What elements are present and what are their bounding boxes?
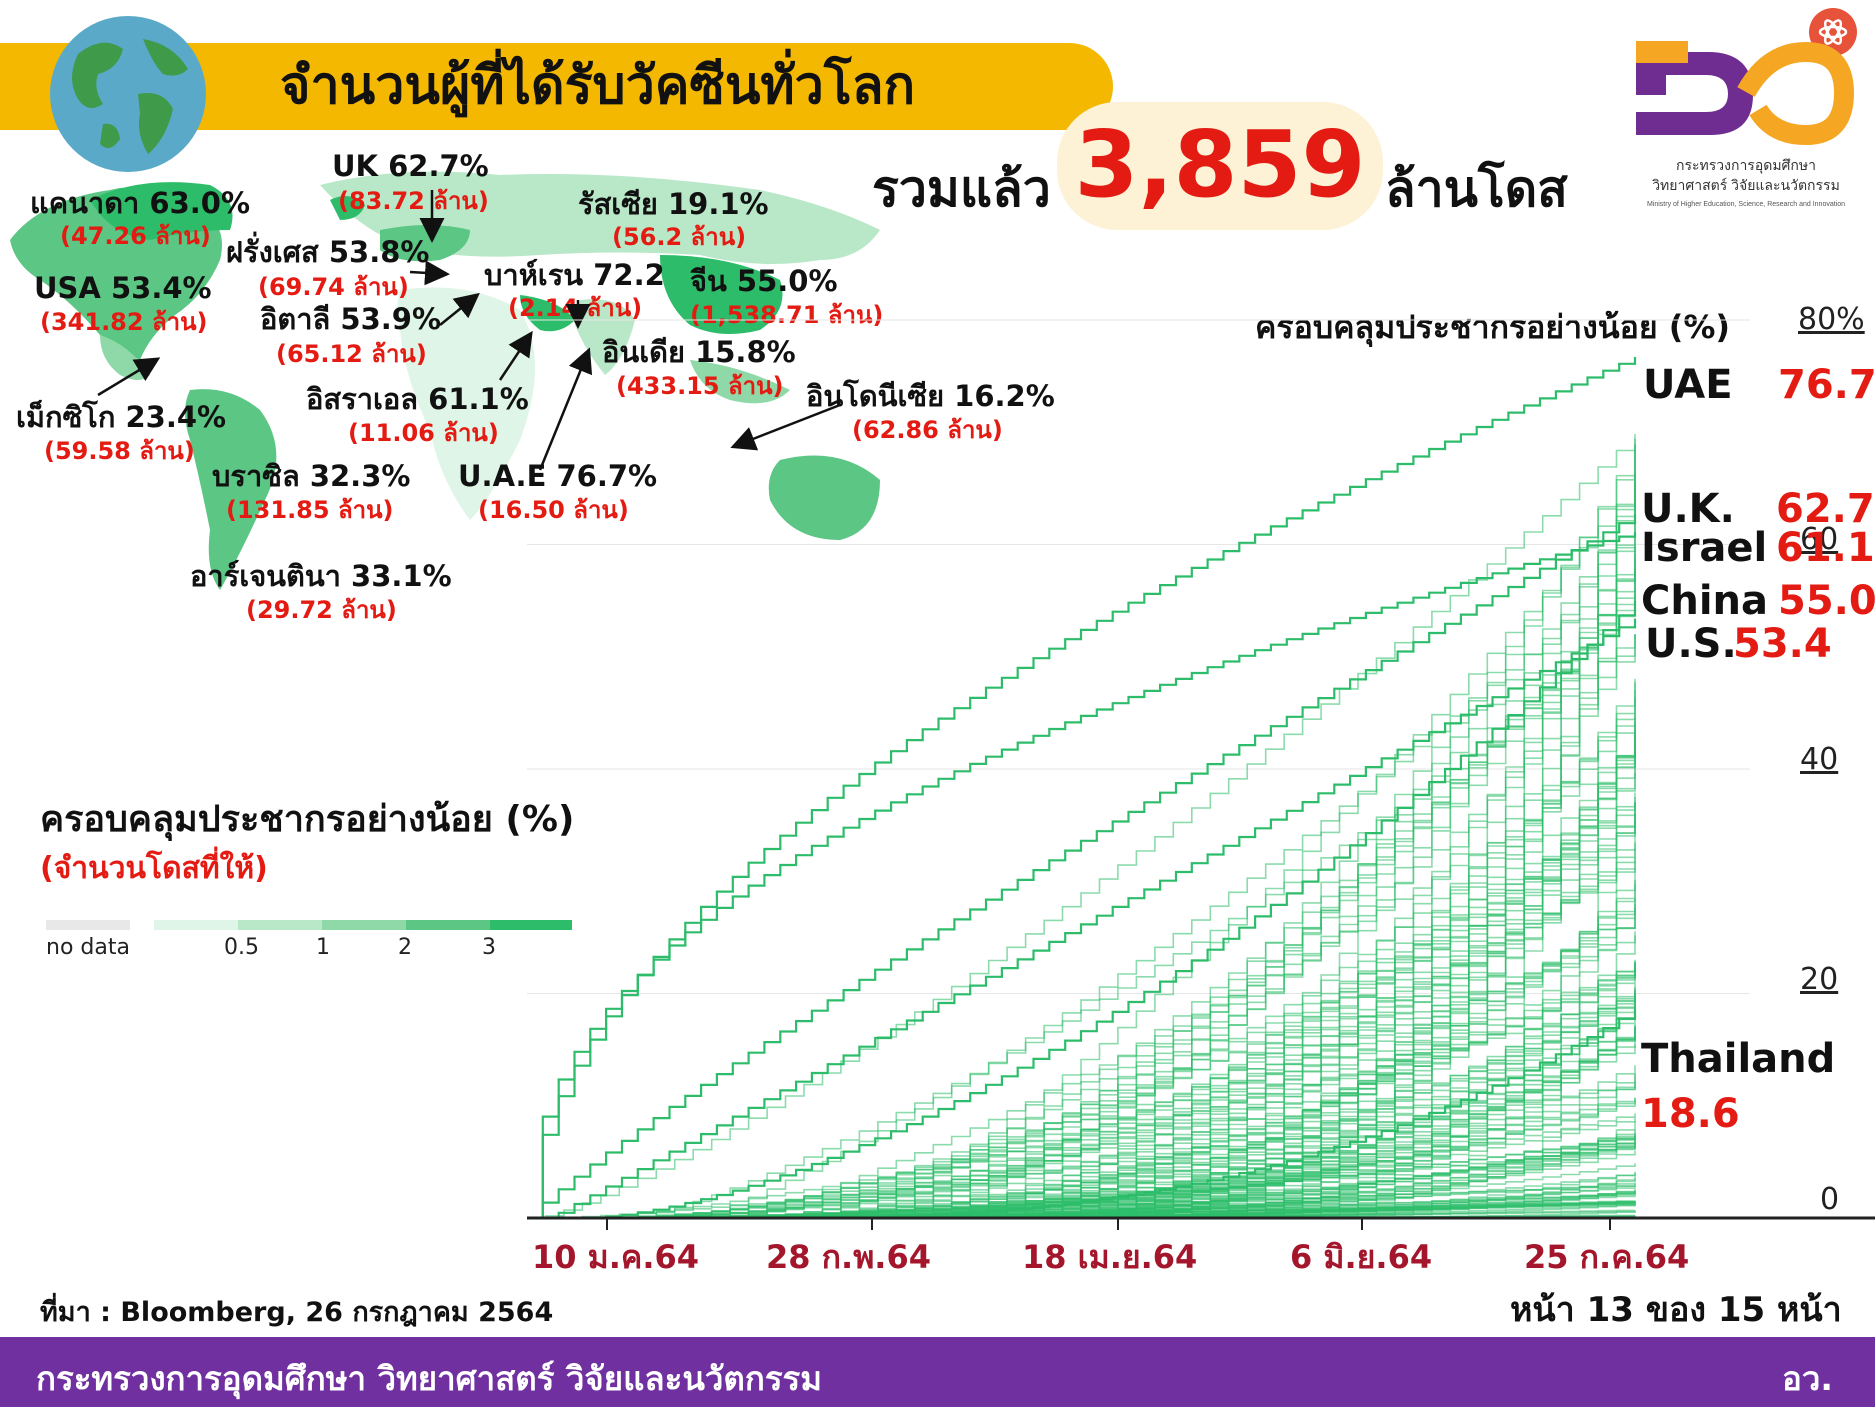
series-line-uae [527, 357, 1637, 1220]
callout-brazil-doses: (131.85 ล้าน) [226, 496, 394, 524]
series-line-uk [527, 514, 1637, 1220]
callout-usa: USA 53.4% [34, 271, 212, 305]
callout-israel: อิสราเอล 61.1% [306, 382, 529, 416]
series-line-china [527, 600, 1637, 1220]
series-line-israel [527, 532, 1637, 1220]
logo-ministry-line2: วิทยาศาสตร์ วิจัยและนวัตกรรม [1652, 177, 1840, 193]
series-label-uk: U.K. [1641, 486, 1735, 532]
series-label-israel: Israel [1641, 525, 1768, 571]
callout-russia-doses: (56.2 ล้าน) [612, 223, 747, 251]
callout-israel-doses: (11.06 ล้าน) [348, 419, 499, 447]
globe-icon [50, 16, 206, 172]
callout-brazil: บราซิล 32.3% [212, 459, 411, 493]
legend-swatch-2 [238, 920, 322, 930]
callout-china-doses: (1,538.71 ล้าน) [690, 301, 884, 329]
series-value-uk: 62.7 [1776, 486, 1875, 532]
legend-swatch-nodata [46, 920, 130, 930]
callout-russia: รัสเซีย 19.1% [578, 187, 769, 221]
country-series-line [527, 634, 1636, 1219]
series-value-us: 53.4 [1733, 621, 1832, 667]
callout-uae-doses: (16.50 ล้าน) [478, 496, 629, 524]
legend-swatch-3 [322, 920, 406, 930]
legend-label-3: 3 [482, 935, 496, 960]
country-series-line [527, 434, 1636, 1219]
callout-mexico-doses: (59.58 ล้าน) [44, 437, 195, 465]
total-prefix: รวมแล้ว [872, 160, 1051, 218]
callout-india: อินเดีย 15.8% [602, 335, 796, 369]
series-label-thailand: Thailand [1641, 1036, 1836, 1082]
callout-canada-doses: (47.26 ล้าน) [60, 222, 211, 250]
series-value-uae: 76.7 [1778, 362, 1875, 408]
callout-italy-doses: (65.12 ล้าน) [276, 340, 427, 368]
footer-band [0, 1337, 1875, 1407]
callout-bahrain: บาห์เรน 72.2 [484, 258, 665, 292]
series-label-china: China [1641, 578, 1769, 624]
total-pill [1057, 102, 1383, 230]
world-map [10, 171, 880, 590]
footer-short: อว. [1782, 1359, 1833, 1398]
total-value: 3,859 [1074, 111, 1366, 218]
callout-usa-doses: (341.82 ล้าน) [40, 308, 208, 336]
country-series-line [527, 748, 1636, 1219]
legend-swatch-5 [490, 920, 572, 930]
legend-label-1: 1 [316, 935, 330, 960]
callout-france: ฝรั่งเศส 53.8% [226, 235, 430, 269]
country-series-line [527, 1113, 1636, 1219]
series-value-china: 55.0 [1778, 578, 1875, 624]
callout-argentina: อาร์เจนตินา 33.1% [190, 559, 452, 593]
legend-swatch-1 [154, 920, 238, 930]
series-label-uae: UAE [1643, 362, 1733, 408]
logo-ministry-line1: กระทรวงการอุดมศึกษา [1676, 157, 1816, 174]
series-line-us [527, 618, 1637, 1220]
x-tick-4: 6 มิ.ย.64 [1290, 1238, 1433, 1276]
callout-uk: UK 62.7% [332, 149, 489, 183]
x-tick-5: 25 ก.ค.64 [1524, 1238, 1690, 1276]
callout-mexico: เม็กซิโก 23.4% [16, 400, 227, 434]
y-tick-0: 0 [1820, 1182, 1840, 1217]
x-tick-3: 18 เม.ย.64 [1022, 1238, 1198, 1276]
callout-indonesia-doses: (62.86 ล้าน) [852, 416, 1003, 444]
source-note: ที่มา : Bloomberg, 26 กรกฎาคม 2564 [40, 1297, 554, 1328]
y-tick-80: 80% [1798, 302, 1865, 337]
total-suffix: ล้านโดส [1385, 160, 1568, 218]
ministry-logo: กระทรวงการอุดมศึกษา วิทยาศาสตร์ วิจัยและ… [1636, 8, 1857, 208]
y-tick-40: 40 [1800, 742, 1839, 777]
legend-subtitle: (จำนวนโดสที่ให้) [40, 851, 268, 886]
chart-title: ครอบคลุมประชากรอย่างน้อย (%) [1255, 308, 1731, 346]
callout-france-doses: (69.74 ล้าน) [258, 273, 409, 301]
series-value-thailand: 18.6 [1641, 1091, 1740, 1137]
legend-label-nodata: no data [46, 935, 130, 960]
legend-label-0-5: 0.5 [224, 935, 259, 960]
callout-india-doses: (433.15 ล้าน) [616, 372, 784, 400]
y-tick-20: 20 [1800, 962, 1839, 997]
callout-china: จีน 55.0% [690, 264, 838, 298]
callout-italy: อิตาลี 53.9% [260, 302, 442, 336]
callout-indonesia: อินโดนีเซีย 16.2% [806, 379, 1055, 413]
svg-text:กระทรวงการอุดมศึกษา: กระทรวงการอุดมศึกษา [1676, 157, 1816, 174]
legend-title: ครอบคลุมประชากรอย่างน้อย (%) [40, 799, 575, 840]
series-value-israel: 61.1 [1776, 525, 1875, 571]
legend-label-2: 2 [398, 935, 412, 960]
callout-argentina-doses: (29.72 ล้าน) [246, 596, 397, 624]
callout-canada: แคนาดา 63.0% [30, 186, 251, 220]
logo-ministry-en: Ministry of Higher Education, Science, R… [1647, 201, 1845, 208]
page-indicator: หน้า 13 ของ 15 หน้า [1510, 1290, 1842, 1330]
page-title: จำนวนผู้ที่ได้รับวัคซีนทั่วโลก [280, 56, 916, 116]
x-tick-2: 28 ก.พ.64 [766, 1238, 931, 1276]
series-label-us: U.S. [1645, 621, 1737, 667]
callout-uk-doses: (83.72 ล้าน) [338, 187, 489, 215]
x-tick-1: 10 ม.ค.64 [532, 1238, 700, 1276]
footer-ministry: กระทรวงการอุดมศึกษา วิทยาศาสตร์ วิจัยและ… [36, 1359, 823, 1398]
legend-swatch-4 [406, 920, 490, 930]
y-tick-60: 60 [1800, 522, 1839, 557]
